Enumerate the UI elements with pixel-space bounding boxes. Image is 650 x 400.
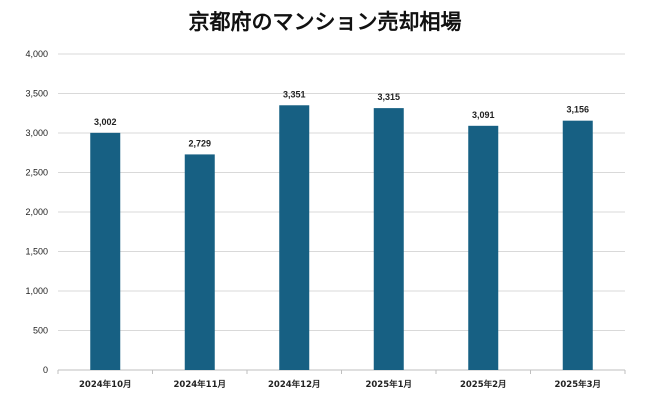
- x-tick-label: 2024年10月: [79, 379, 132, 390]
- bar: [279, 105, 310, 371]
- y-tick-label: 0: [43, 365, 48, 375]
- y-tick-label: 3,000: [25, 128, 48, 138]
- bar: [184, 154, 215, 370]
- y-tick-label: 500: [33, 326, 48, 336]
- x-tick-label: 2024年11月: [174, 379, 227, 390]
- y-tick-label: 2,000: [25, 207, 48, 217]
- data-label: 3,091: [472, 110, 495, 120]
- x-tick-label: 2025年3月: [554, 379, 601, 390]
- data-label: 2,729: [188, 138, 211, 148]
- x-tick-label: 2025年2月: [460, 379, 507, 390]
- y-tick-label: 3,500: [25, 89, 48, 99]
- bar: [373, 108, 404, 371]
- y-tick-label: 2,500: [25, 168, 48, 178]
- data-label: 3,351: [283, 89, 306, 99]
- data-label: 3,156: [566, 105, 589, 115]
- x-tick-label: 2025年1月: [365, 379, 412, 390]
- x-tick-label: 2024年12月: [268, 379, 321, 390]
- data-label: 3,002: [94, 117, 117, 127]
- chart-title: 京都府のマンション売却相場: [188, 10, 462, 34]
- bar: [90, 132, 121, 370]
- y-tick-label: 4,000: [25, 49, 48, 59]
- y-tick-label: 1,000: [25, 286, 48, 296]
- bar: [468, 125, 499, 370]
- y-tick-label: 1,500: [25, 247, 48, 257]
- data-label: 3,315: [377, 92, 400, 102]
- bar: [562, 120, 593, 371]
